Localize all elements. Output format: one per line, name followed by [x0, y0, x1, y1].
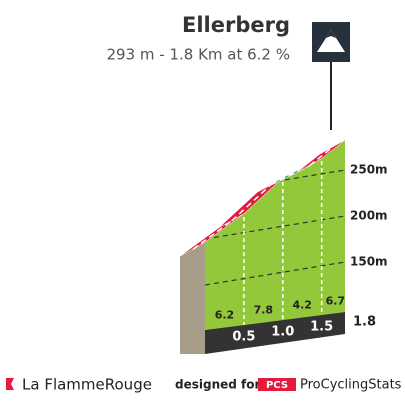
- mountain-icon: [317, 30, 345, 52]
- designed-for: designed for: [175, 378, 260, 392]
- chart-subtitle: 293 m - 1.8 Km at 6.2 %: [106, 46, 290, 64]
- base-strip: [205, 312, 345, 354]
- segment-dash: [192, 220, 233, 250]
- gradient-label: 6.7: [326, 295, 346, 308]
- gradient-label: 7.8: [254, 304, 274, 317]
- site-name: ProCyclingStats: [300, 378, 402, 393]
- km-label: 1.0: [271, 325, 294, 340]
- profile-face: [205, 140, 345, 330]
- km-label: 1.8: [353, 315, 376, 330]
- grid-line: [205, 169, 345, 194]
- pcs-logo: [258, 378, 296, 391]
- y-tick-label: 200m: [350, 209, 388, 223]
- grid-line: [205, 261, 345, 286]
- km-label: 0.5: [232, 330, 255, 345]
- gradient-label: 4.2: [292, 299, 312, 312]
- side-wall: [180, 242, 205, 354]
- segment-dash: [231, 184, 272, 222]
- brand: La FlammeRouge: [22, 376, 152, 394]
- y-tick-label: 150m: [350, 255, 388, 269]
- segment-dash: [309, 146, 334, 167]
- mountain-snow: [326, 30, 336, 38]
- pcs-text: PCS: [266, 380, 288, 391]
- segment-dash: [270, 164, 311, 186]
- gradient-label: 6.2: [215, 309, 235, 322]
- brand-logo: [6, 378, 14, 390]
- y-tick-label: 250m: [350, 163, 388, 177]
- chart-title: Ellerberg: [182, 13, 290, 37]
- km-label: 1.5: [310, 320, 333, 335]
